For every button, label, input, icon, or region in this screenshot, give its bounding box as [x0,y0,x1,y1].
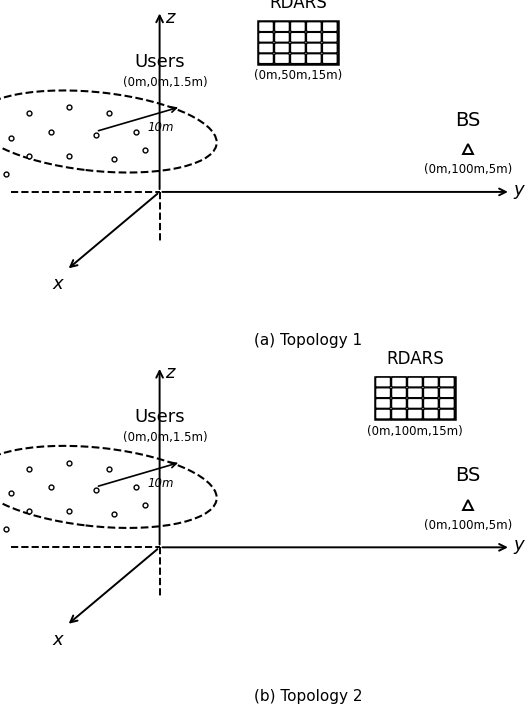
FancyBboxPatch shape [408,388,422,398]
FancyBboxPatch shape [259,22,273,32]
Text: $y$: $y$ [513,538,527,556]
FancyBboxPatch shape [376,398,390,409]
FancyBboxPatch shape [322,54,337,64]
FancyBboxPatch shape [290,32,305,42]
Text: BS: BS [455,111,481,130]
FancyBboxPatch shape [408,377,422,387]
FancyBboxPatch shape [408,409,422,419]
FancyBboxPatch shape [275,32,289,42]
Text: Users: Users [134,409,185,426]
FancyBboxPatch shape [408,398,422,409]
Bar [375,377,455,419]
FancyBboxPatch shape [275,54,289,64]
FancyBboxPatch shape [423,377,438,387]
Text: $z$: $z$ [165,9,177,27]
FancyBboxPatch shape [439,398,454,409]
FancyBboxPatch shape [290,43,305,53]
FancyBboxPatch shape [439,409,454,419]
Text: 10m: 10m [148,477,174,490]
FancyBboxPatch shape [376,377,390,387]
Text: (0m,100m,15m): (0m,100m,15m) [367,425,463,438]
Text: $x$: $x$ [52,276,65,294]
FancyBboxPatch shape [290,22,305,32]
FancyBboxPatch shape [306,32,321,42]
FancyBboxPatch shape [306,22,321,32]
FancyBboxPatch shape [322,22,337,32]
Text: $y$: $y$ [513,183,527,201]
Text: (0m,50m,15m): (0m,50m,15m) [254,70,342,83]
Text: (0m,100m,5m): (0m,100m,5m) [424,164,512,177]
FancyBboxPatch shape [376,388,390,398]
Text: RDARS: RDARS [269,0,327,12]
FancyBboxPatch shape [322,32,337,42]
Text: (a) Topology 1: (a) Topology 1 [254,333,363,348]
Text: (0m,0m,1.5m): (0m,0m,1.5m) [122,432,207,444]
Text: Users: Users [134,53,185,71]
FancyBboxPatch shape [392,388,406,398]
Bar [258,22,338,64]
FancyBboxPatch shape [376,409,390,419]
FancyBboxPatch shape [439,377,454,387]
FancyBboxPatch shape [259,43,273,53]
FancyBboxPatch shape [423,409,438,419]
FancyBboxPatch shape [392,409,406,419]
FancyBboxPatch shape [392,398,406,409]
FancyBboxPatch shape [423,398,438,409]
FancyBboxPatch shape [259,54,273,64]
FancyBboxPatch shape [275,22,289,32]
Text: $z$: $z$ [165,364,177,382]
FancyBboxPatch shape [259,32,273,42]
FancyBboxPatch shape [306,54,321,64]
FancyBboxPatch shape [439,388,454,398]
FancyBboxPatch shape [306,43,321,53]
Text: (0m,0m,1.5m): (0m,0m,1.5m) [122,76,207,89]
Text: $x$: $x$ [52,631,65,649]
FancyBboxPatch shape [392,377,406,387]
Text: BS: BS [455,466,481,485]
Text: 10m: 10m [148,121,174,134]
FancyBboxPatch shape [290,54,305,64]
FancyBboxPatch shape [275,43,289,53]
FancyBboxPatch shape [423,388,438,398]
Text: RDARS: RDARS [386,350,444,368]
FancyBboxPatch shape [322,43,337,53]
Text: (0m,100m,5m): (0m,100m,5m) [424,519,512,532]
Text: (b) Topology 2: (b) Topology 2 [254,689,363,704]
